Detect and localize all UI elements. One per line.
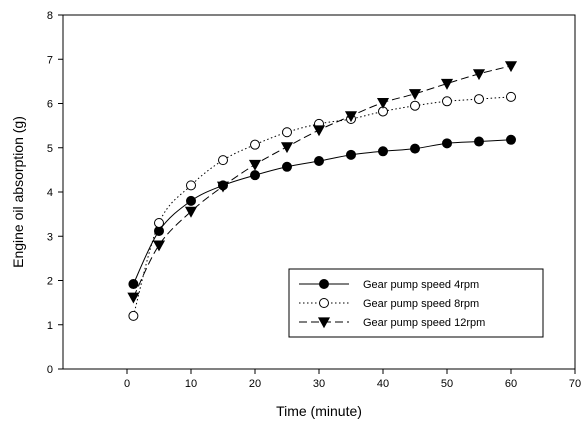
x-tick-label: 60 bbox=[505, 378, 517, 390]
data-point bbox=[152, 240, 166, 252]
axes: 0 10 20 30 40 50 60 70 0 1 2 3 4 5 6 7 8 bbox=[47, 10, 581, 390]
data-point bbox=[440, 78, 454, 90]
data-point bbox=[186, 180, 196, 191]
legend-marker bbox=[319, 298, 329, 308]
legend-entry: Gear pump speed 12rpm bbox=[299, 317, 485, 329]
data-point bbox=[128, 310, 139, 321]
y-tick-label: 8 bbox=[47, 10, 53, 22]
data-point bbox=[280, 142, 294, 154]
data-point bbox=[128, 279, 139, 290]
y-tick-label: 3 bbox=[47, 231, 53, 243]
data-point bbox=[506, 134, 516, 145]
legend-entry: Gear pump speed 4rpm bbox=[299, 279, 479, 291]
data-point bbox=[282, 161, 292, 172]
y-tick-label: 6 bbox=[47, 99, 53, 111]
legend: Gear pump speed 4rpm Gear pump speed 8rpm… bbox=[288, 268, 544, 338]
data-point bbox=[154, 217, 164, 228]
data-point bbox=[378, 146, 388, 157]
y-tick-label: 2 bbox=[47, 276, 53, 288]
data-point bbox=[186, 195, 196, 206]
data-point bbox=[127, 292, 140, 304]
data-point bbox=[250, 139, 260, 150]
data-point bbox=[472, 69, 486, 81]
legend-marker bbox=[319, 279, 329, 289]
series-layer bbox=[127, 61, 518, 321]
data-point bbox=[474, 94, 484, 105]
x-tick-label: 30 bbox=[313, 378, 325, 390]
data-point bbox=[504, 61, 518, 73]
data-point bbox=[410, 100, 420, 111]
data-point bbox=[314, 156, 324, 167]
x-tick-label: 40 bbox=[377, 378, 389, 390]
legend-label: Gear pump speed 4rpm bbox=[363, 279, 479, 291]
data-point bbox=[346, 149, 356, 160]
data-point bbox=[344, 111, 358, 123]
y-tick-label: 1 bbox=[47, 320, 53, 332]
data-point bbox=[410, 143, 420, 154]
data-point bbox=[282, 127, 292, 138]
x-tick-label: 0 bbox=[124, 378, 130, 390]
y-tick-label: 4 bbox=[47, 187, 53, 199]
series-1 bbox=[128, 134, 516, 290]
legend-marker bbox=[317, 317, 331, 329]
y-tick-label: 0 bbox=[47, 364, 53, 376]
data-point bbox=[506, 91, 516, 102]
legend-label: Gear pump speed 8rpm bbox=[363, 298, 479, 310]
y-tick-label: 7 bbox=[47, 54, 53, 66]
x-axis-title: Time (minute) bbox=[276, 403, 362, 419]
data-point bbox=[218, 155, 228, 166]
y-axis-title: Engine oil absorption (g) bbox=[10, 116, 26, 268]
data-point bbox=[250, 170, 260, 181]
y-tick-label: 5 bbox=[47, 143, 53, 155]
data-point bbox=[442, 138, 452, 149]
data-point bbox=[248, 159, 262, 171]
series-3 bbox=[127, 61, 518, 304]
x-tick-label: 70 bbox=[569, 378, 581, 390]
data-point bbox=[312, 125, 326, 137]
data-point bbox=[376, 97, 390, 109]
legend-label: Gear pump speed 12rpm bbox=[363, 317, 485, 329]
data-point bbox=[474, 136, 484, 147]
data-point bbox=[442, 96, 452, 107]
data-point bbox=[408, 89, 422, 100]
legend-entry: Gear pump speed 8rpm bbox=[299, 298, 479, 310]
data-point bbox=[216, 181, 230, 193]
x-tick-label: 20 bbox=[249, 378, 261, 390]
x-tick-label: 10 bbox=[185, 378, 197, 390]
x-tick-label: 50 bbox=[441, 378, 453, 390]
data-point bbox=[184, 206, 198, 218]
